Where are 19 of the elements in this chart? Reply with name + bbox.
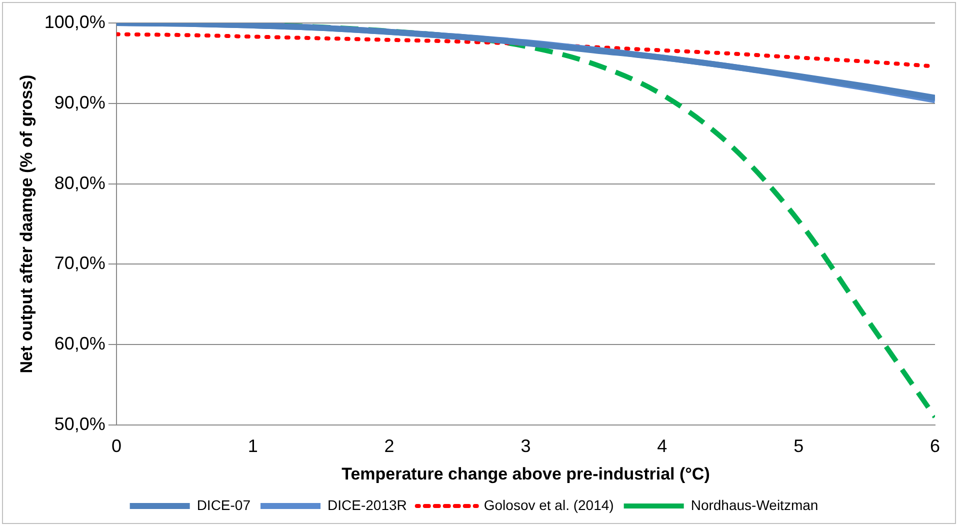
x-tick-label: 1 [248,436,258,456]
y-tick-label: 90,0% [54,92,106,112]
y-tick-label: 50,0% [54,414,106,434]
legend-label: DICE-2013R [328,496,407,513]
y-tick-label: 80,0% [54,172,106,193]
x-axis-title: Temperature change above pre-industrial (°C) [342,464,710,484]
y-tick-label: 70,0% [54,253,106,274]
x-tick-label: 6 [930,436,940,456]
x-tick-label: 2 [384,436,394,456]
y-tick-label: 100,0% [44,12,106,32]
legend-label: Golosov et al. (2014) [484,496,614,513]
x-tick-label: 0 [111,436,122,456]
y-tick-label: 60,0% [54,334,106,354]
x-tick-label: 3 [520,436,531,456]
legend-label: Nordhaus-Weitzman [690,496,818,513]
x-tick-label: 5 [794,436,804,456]
legend-label: DICE-07 [196,496,251,513]
x-tick-label: 4 [657,436,668,456]
y-axis-title: Net output after daamge (% of gross) [16,74,36,374]
